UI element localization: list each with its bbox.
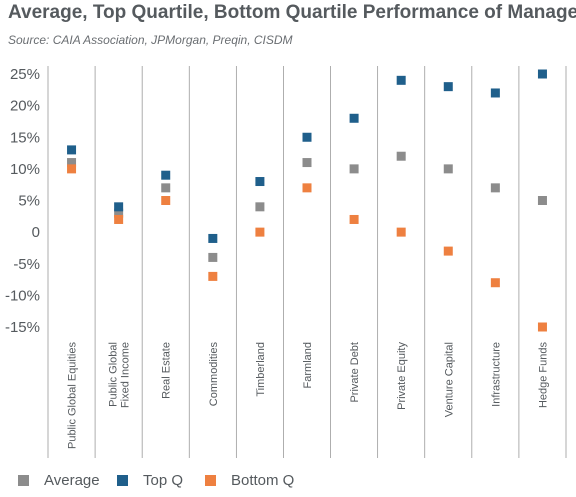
marker-average	[396, 151, 406, 161]
marker-bottom-q	[67, 164, 77, 174]
marker-top-q	[114, 202, 124, 212]
x-tick-label: Public Global Equities	[67, 342, 79, 450]
x-tick-label: Fixed Income	[120, 342, 132, 408]
legend-item-top-q: Top Q	[117, 472, 183, 489]
marker-bottom-q	[349, 214, 359, 224]
legend-swatch-average	[18, 475, 29, 486]
marker-average	[443, 164, 453, 174]
x-tick-label: Hedge Funds	[537, 342, 549, 409]
marker-average	[302, 158, 312, 168]
marker-bottom-q	[114, 214, 124, 224]
legend-item-bottom-q: Bottom Q	[205, 472, 294, 489]
marker-top-q	[443, 82, 453, 92]
x-tick-label: Private Equity	[396, 342, 408, 410]
legend-item-average: Average	[18, 472, 100, 489]
y-tick-label: 0	[32, 224, 40, 241]
legend-label-bottom-q: Bottom Q	[231, 472, 295, 489]
marker-top-q	[208, 233, 218, 243]
marker-average	[208, 252, 218, 262]
y-tick-label: 10%	[10, 161, 40, 178]
chart-legend: Average Top Q Bottom Q	[0, 472, 576, 494]
marker-average	[67, 158, 77, 168]
marker-average	[349, 164, 359, 174]
y-tick-label: -10%	[5, 287, 40, 304]
marker-bottom-q	[161, 196, 171, 205]
y-tick-label: 5%	[18, 193, 40, 210]
y-tick-label: -15%	[5, 319, 40, 336]
marker-top-q	[67, 145, 77, 155]
x-tick-label: Farmland	[302, 342, 314, 388]
x-tick-label: Real Estate	[161, 342, 173, 399]
marker-top-q	[255, 177, 265, 187]
x-tick-label: Timberland	[255, 342, 267, 397]
legend-label-top-q: Top Q	[143, 472, 184, 489]
marker-bottom-q	[396, 227, 406, 237]
y-tick-label: 25%	[10, 66, 40, 83]
marker-average	[114, 208, 124, 218]
marker-bottom-q	[208, 271, 218, 281]
marker-bottom-q	[537, 322, 547, 332]
marker-top-q	[490, 88, 500, 98]
x-tick-label: Commodities	[208, 342, 220, 407]
marker-top-q	[537, 69, 547, 79]
legend-swatch-bottom-q	[205, 475, 216, 486]
legend-label-average: Average	[44, 472, 100, 489]
marker-average	[161, 183, 171, 193]
y-tick-label: -5%	[13, 256, 40, 273]
marker-average	[255, 202, 265, 212]
x-tick-label: Public Global	[108, 342, 120, 407]
marker-top-q	[349, 113, 359, 123]
marker-bottom-q	[443, 246, 453, 256]
marker-top-q	[161, 170, 171, 180]
y-tick-label: 20%	[10, 98, 40, 115]
scatter-chart: 25% 20% 15% 10% 5% 0 -5% -10% -15% Public Global …	[5, 66, 567, 458]
marker-bottom-q	[255, 227, 265, 237]
marker-average	[537, 196, 547, 205]
x-tick-label: Infrastructure	[490, 342, 502, 407]
legend-swatch-top-q	[117, 475, 128, 486]
chart-subtitle: Source: CAIA Association, JPMorgan, Preq…	[8, 33, 293, 47]
marker-average	[490, 183, 500, 193]
marker-top-q	[396, 75, 406, 85]
x-tick-label: Private Debt	[349, 342, 361, 403]
marker-top-q	[302, 132, 312, 142]
marker-bottom-q	[302, 183, 312, 193]
y-tick-label: 15%	[10, 129, 40, 146]
marker-bottom-q	[490, 278, 500, 288]
chart-title: Average, Top Quartile, Bottom Quartile P…	[8, 2, 576, 23]
x-tick-label: Venture Capital	[443, 342, 455, 417]
